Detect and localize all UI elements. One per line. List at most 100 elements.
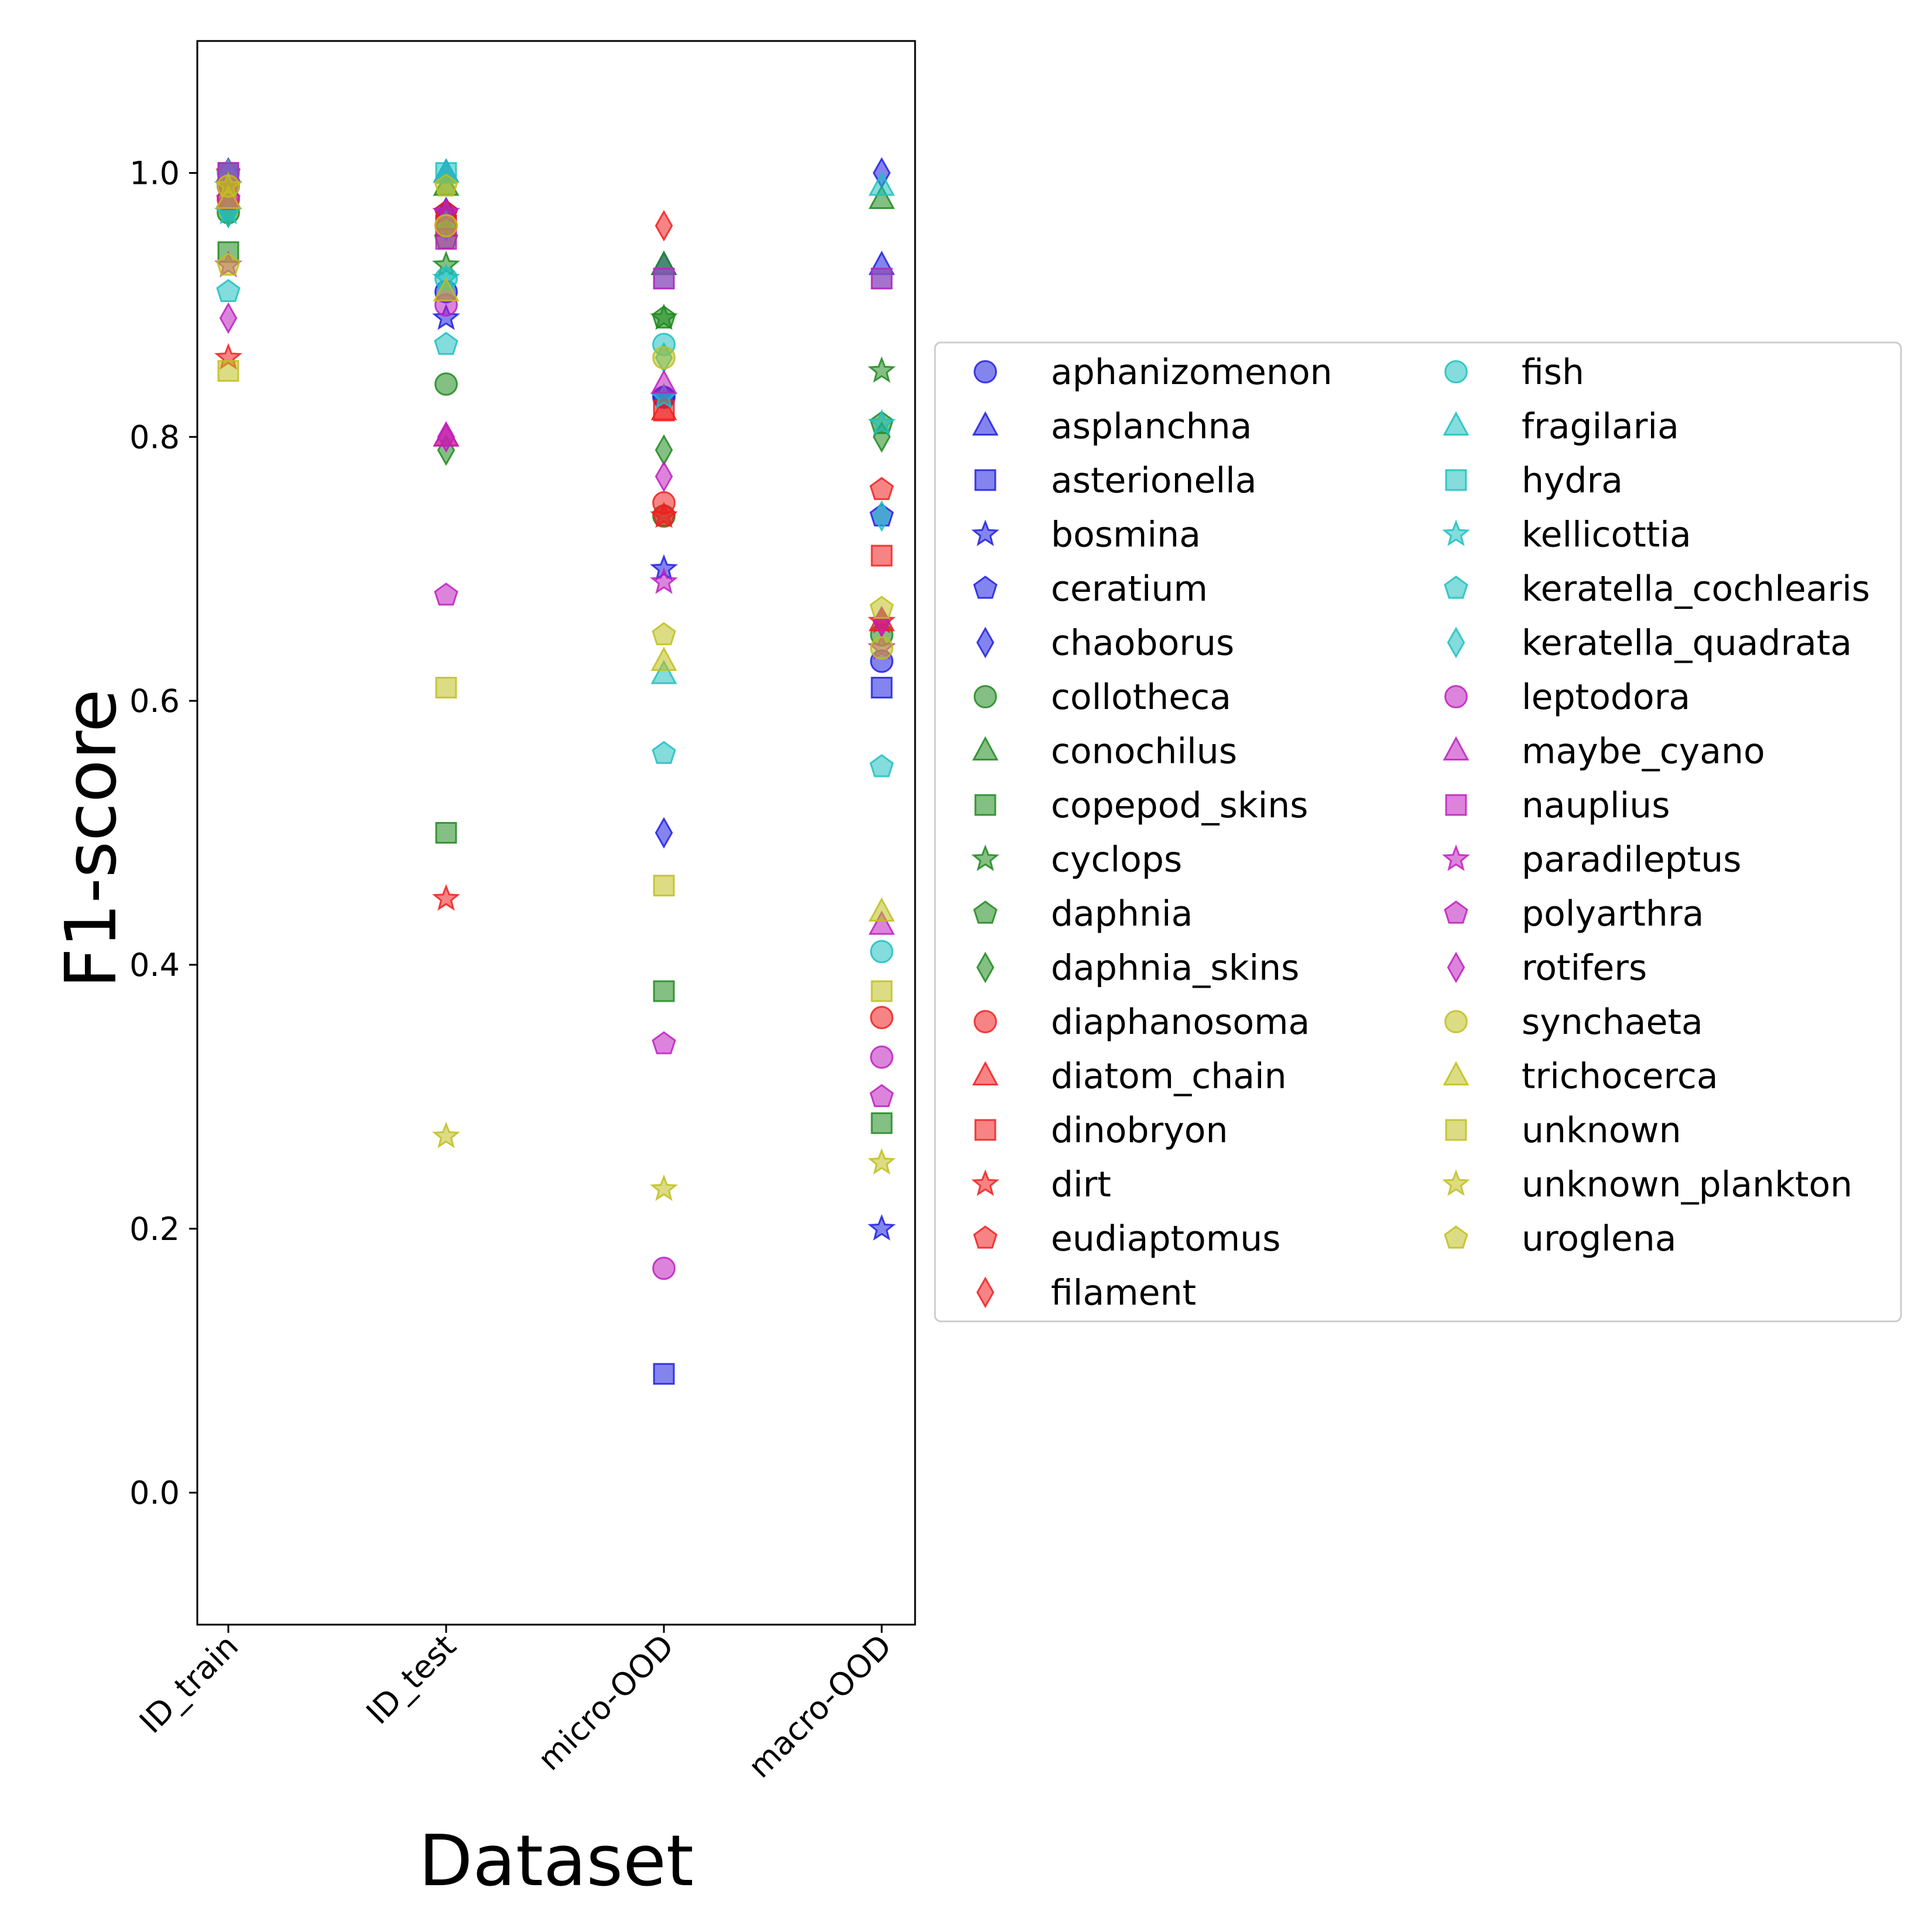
copepod_skins-legend-marker	[974, 794, 996, 816]
y-axis-label: F1-score	[51, 689, 132, 988]
point-polyarthra-macro-OOD	[869, 1084, 894, 1107]
point-unknown_plankton-micro-OOD	[650, 1174, 678, 1201]
legend-label: bosmina	[1051, 515, 1201, 556]
conochilus-legend-marker	[972, 736, 999, 761]
legend-label: fish	[1522, 352, 1584, 393]
legend-item-ceratium: ceratium	[973, 568, 1208, 609]
legend-item-trichocerca: trichocerca	[1443, 1056, 1718, 1097]
point-fish-macro-OOD	[870, 940, 893, 964]
legend-label: eudiaptomus	[1051, 1218, 1281, 1259]
legend-item-polyarthra: polyarthra	[1444, 893, 1704, 934]
legend-label: unknown_plankton	[1522, 1164, 1852, 1205]
point-trichocerca-micro-OOD	[650, 646, 677, 671]
point-collotheca-ID_test	[434, 372, 458, 396]
point-unknown_plankton-ID_test	[432, 1121, 460, 1149]
y-axis: 0.0 0.2 0.4 0.6 0.8 1.0	[129, 155, 197, 1512]
leptodora-legend-marker	[1444, 685, 1468, 708]
x-tick-label: macro-OOD	[741, 1628, 899, 1785]
legend-label: filament	[1051, 1273, 1196, 1314]
x-tick-label: micro-OOD	[531, 1628, 681, 1778]
point-unknown_plankton-ID_train	[214, 171, 242, 198]
legend-label: synchaeta	[1522, 1002, 1703, 1043]
legend-label: keratella_cochlearis	[1522, 568, 1870, 609]
point-asterionella-micro-OOD	[653, 1363, 675, 1385]
legend-item-dirt: dirt	[971, 1164, 1111, 1205]
point-keratella_cochlearis-ID_test	[434, 331, 458, 355]
legend-label: leptodora	[1522, 677, 1690, 718]
legend-item-eudiaptomus: eudiaptomus	[973, 1218, 1281, 1259]
legend-label: collotheca	[1051, 677, 1231, 718]
fragilaria-legend-marker	[1443, 411, 1469, 436]
hydra-legend-marker	[1445, 469, 1467, 491]
x-axis-label: Dataset	[419, 1821, 694, 1902]
dinobryon-legend-marker	[974, 1119, 996, 1141]
daphnia-legend-marker	[973, 900, 998, 924]
point-diaphanosoma-macro-OOD	[870, 1006, 893, 1029]
legend-item-conochilus: conochilus	[972, 731, 1237, 772]
legend-item-daphnia: daphnia	[973, 893, 1193, 934]
legend-item-uroglena: uroglena	[1444, 1218, 1677, 1259]
legend-item-chaoborus: chaoborus	[976, 623, 1234, 664]
filament-legend-marker	[976, 1276, 995, 1308]
legend-label: keratella_quadrata	[1522, 623, 1852, 664]
legend-item-kellicottia: kellicottia	[1442, 515, 1691, 556]
nauplius-legend-marker	[1445, 794, 1467, 816]
point-leptodora-macro-OOD	[870, 1045, 893, 1069]
trichocerca-legend-marker	[1443, 1061, 1469, 1085]
legend-item-unknown: unknown	[1445, 1110, 1681, 1151]
y-tick-label: 0.6	[129, 683, 180, 720]
point-leptodora-micro-OOD	[652, 1256, 676, 1280]
legend-item-diatom_chain: diatom_chain	[972, 1056, 1287, 1097]
point-unknown_plankton-macro-OOD	[868, 1147, 896, 1175]
point-rotifers-ID_test	[437, 421, 455, 453]
point-nauplius-micro-OOD	[653, 268, 675, 290]
point-uroglena-ID_train	[216, 252, 241, 276]
plot-area	[196, 40, 916, 1626]
keratella_cochlearis-legend-marker	[1444, 576, 1468, 599]
cyclops-legend-marker	[971, 844, 999, 871]
legend-label: maybe_cyano	[1522, 731, 1765, 772]
point-rotifers-ID_train	[219, 302, 238, 334]
point-uroglena-ID_test	[434, 173, 458, 197]
legend-item-cyclops: cyclops	[971, 840, 1182, 881]
point-uroglena-micro-OOD	[652, 622, 676, 646]
legend-item-aphanizomenon: aphanizomenon	[974, 352, 1332, 393]
dirt-legend-marker	[971, 1169, 999, 1196]
legend-item-fragilaria: fragilaria	[1443, 406, 1679, 447]
point-bosmina-ID_test	[432, 303, 460, 330]
x-tick-label: ID_test	[359, 1628, 464, 1732]
legend-item-collotheca: collotheca	[974, 677, 1231, 718]
legend-label: daphnia_skins	[1051, 948, 1299, 989]
synchaeta-legend-marker	[1444, 1010, 1468, 1033]
point-maybe_cyano-micro-OOD	[650, 369, 677, 394]
point-synchaeta-macro-OOD	[870, 636, 893, 660]
legend-item-asterionella: asterionella	[974, 460, 1257, 501]
unknown_plankton-legend-marker	[1442, 1169, 1470, 1196]
point-unknown-macro-OOD	[871, 980, 893, 1002]
legend-item-paradileptus: paradileptus	[1442, 840, 1742, 881]
point-eudiaptomus-macro-OOD	[869, 477, 894, 501]
point-unknown-ID_train	[217, 360, 239, 382]
point-polyarthra-ID_test	[434, 582, 458, 606]
polyarthra-legend-marker	[1444, 900, 1468, 924]
point-unknown-ID_test	[435, 677, 457, 699]
point-synchaeta-ID_test	[434, 214, 458, 238]
legend-frame	[934, 341, 1902, 1323]
legend-label: diaphanosoma	[1051, 1002, 1310, 1043]
kellicottia-legend-marker	[1442, 519, 1470, 546]
uroglena-legend-marker	[1444, 1225, 1468, 1249]
daphnia_skins-legend-marker	[976, 951, 995, 984]
point-nauplius-macro-OOD	[871, 268, 893, 290]
point-maybe_cyano-macro-OOD	[868, 910, 895, 935]
point-unknown-micro-OOD	[653, 875, 675, 897]
point-polyarthra-micro-OOD	[652, 1031, 676, 1054]
point-copepod_skins-micro-OOD	[653, 980, 675, 1002]
y-tick-label: 0.0	[129, 1475, 180, 1512]
point-keratella_cochlearis-ID_train	[216, 279, 241, 302]
point-trichocerca-macro-OOD	[868, 897, 895, 922]
legend-label: diatom_chain	[1051, 1056, 1287, 1097]
point-keratella_quadrata-macro-OOD	[872, 500, 891, 532]
legend-item-dinobryon: dinobryon	[974, 1110, 1228, 1151]
fish-legend-marker	[1444, 360, 1468, 383]
